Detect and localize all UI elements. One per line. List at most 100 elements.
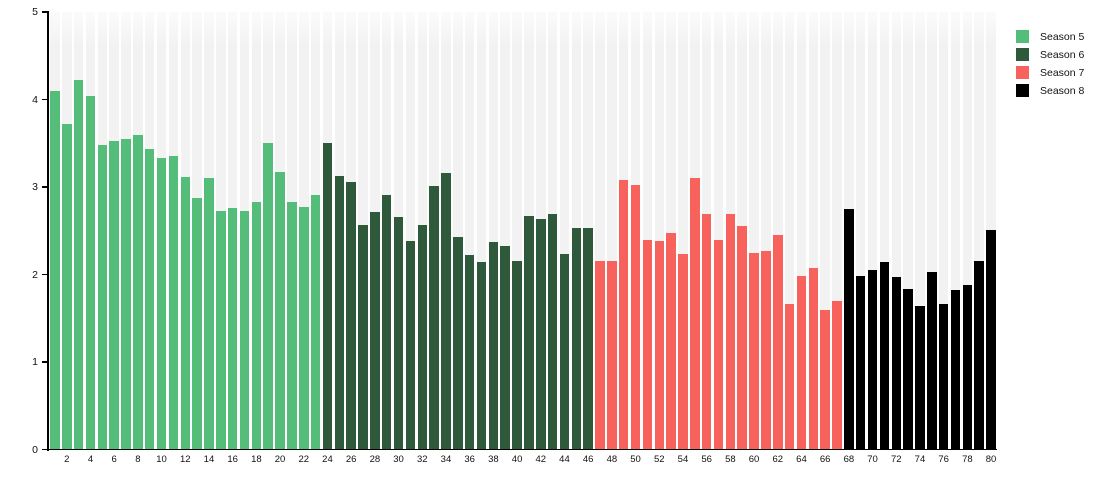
x-axis-line [44, 448, 997, 451]
bar-episode-80 [986, 229, 996, 450]
bar-episode-13 [192, 197, 202, 450]
bar-episode-67 [832, 300, 842, 450]
background-stripe [808, 12, 819, 450]
legend: Season 5 Season 6 Season 7 Season 8 [1016, 30, 1084, 102]
bar-episode-50 [630, 185, 641, 450]
bar-episode-27 [358, 224, 368, 450]
background-stripe [773, 12, 783, 450]
x-tick-label: 56 [701, 454, 712, 465]
y-tick-label: 0 [32, 443, 38, 456]
y-tick-mark [42, 273, 48, 276]
legend-label: Season 5 [1040, 30, 1085, 43]
bar-episode-15 [216, 210, 226, 450]
background-stripe [666, 12, 676, 450]
background-stripe [453, 12, 463, 450]
background-stripe [761, 12, 771, 450]
background-stripe [915, 12, 925, 450]
bar-episode-77 [950, 290, 961, 450]
background-stripe [607, 12, 617, 450]
bar-episode-73 [903, 289, 913, 450]
background-stripe [654, 12, 665, 450]
bar-episode-44 [559, 253, 570, 450]
legend-label: Season 6 [1040, 48, 1085, 61]
background-stripe [974, 12, 984, 450]
x-tick-label: 80 [985, 454, 997, 465]
bar-episode-2 [62, 124, 72, 450]
x-tick-label: 12 [179, 454, 191, 465]
bar-episode-51 [642, 240, 653, 450]
background-stripe [832, 12, 842, 450]
bar-episode-9 [144, 149, 155, 450]
bar-episode-62 [773, 235, 783, 450]
bar-episode-74 [915, 306, 925, 450]
bar-episode-4 [85, 96, 96, 450]
background-stripe [867, 12, 878, 450]
background-stripe [405, 12, 416, 450]
bar-episode-25 [334, 175, 345, 450]
bar-episode-23 [310, 194, 321, 450]
x-tick-label: 18 [251, 454, 262, 465]
bar-episode-57 [713, 239, 724, 450]
bar-episode-42 [536, 219, 546, 450]
bar-episode-17 [239, 210, 250, 450]
background-stripe [642, 12, 653, 450]
bar-episode-39 [500, 245, 510, 450]
legend-swatch [1016, 48, 1029, 61]
bar-episode-43 [547, 214, 558, 450]
x-tick-label: 46 [582, 454, 594, 465]
y-tick-label: 2 [32, 268, 38, 281]
bar-episode-10 [156, 158, 167, 450]
bar-episode-5 [97, 145, 108, 450]
x-tick-label: 40 [511, 454, 523, 465]
background-stripe [903, 12, 913, 450]
bar-episode-20 [275, 172, 285, 450]
bar-episode-34 [441, 173, 451, 450]
bar-episode-8 [133, 135, 143, 450]
y-tick-label: 5 [32, 6, 38, 18]
bar-episode-35 [453, 236, 463, 450]
x-tick-label: 20 [274, 454, 286, 465]
bar-episode-30 [393, 216, 404, 450]
bar-episode-21 [287, 201, 297, 450]
bar-episode-63 [784, 304, 795, 450]
bar-episode-29 [381, 194, 392, 450]
x-tick-label: 64 [796, 454, 807, 465]
x-tick-label: 66 [819, 454, 831, 465]
y-tick-mark [42, 186, 48, 188]
bar-episode-78 [962, 285, 973, 450]
bar-episode-11 [168, 155, 179, 450]
bar-episode-28 [370, 211, 380, 450]
x-tick-label: 26 [345, 454, 357, 465]
legend-item: Season 5 [1016, 30, 1084, 43]
bar-episode-58 [725, 214, 736, 450]
x-tick-label: 58 [725, 454, 736, 465]
background-stripe [820, 12, 830, 450]
bar-episode-64 [796, 276, 807, 450]
bar-episode-66 [820, 310, 830, 450]
bar-episode-31 [405, 241, 416, 450]
bar-episode-76 [938, 304, 949, 450]
background-stripe [476, 12, 487, 450]
bar-episode-1 [50, 90, 60, 450]
bar-episode-75 [927, 271, 937, 450]
x-tick-label: 74 [914, 454, 926, 465]
x-tick-label: 8 [135, 454, 141, 465]
background-stripe [962, 12, 973, 450]
bar-episode-61 [761, 250, 771, 450]
background-stripe [879, 12, 890, 450]
bar-episode-53 [666, 233, 676, 450]
background-stripe [891, 12, 902, 450]
x-tick-label: 52 [653, 454, 665, 465]
x-tick-label: 72 [890, 454, 902, 465]
background-stripe [796, 12, 807, 450]
x-tick-label: 42 [535, 454, 547, 465]
bar-episode-38 [488, 242, 499, 450]
x-tick-label: 22 [298, 454, 310, 465]
background-stripe [938, 12, 949, 450]
y-tick-label: 3 [32, 181, 38, 193]
bar-episode-36 [464, 255, 475, 450]
x-tick-label: 30 [393, 454, 404, 465]
background-stripe [500, 12, 510, 450]
